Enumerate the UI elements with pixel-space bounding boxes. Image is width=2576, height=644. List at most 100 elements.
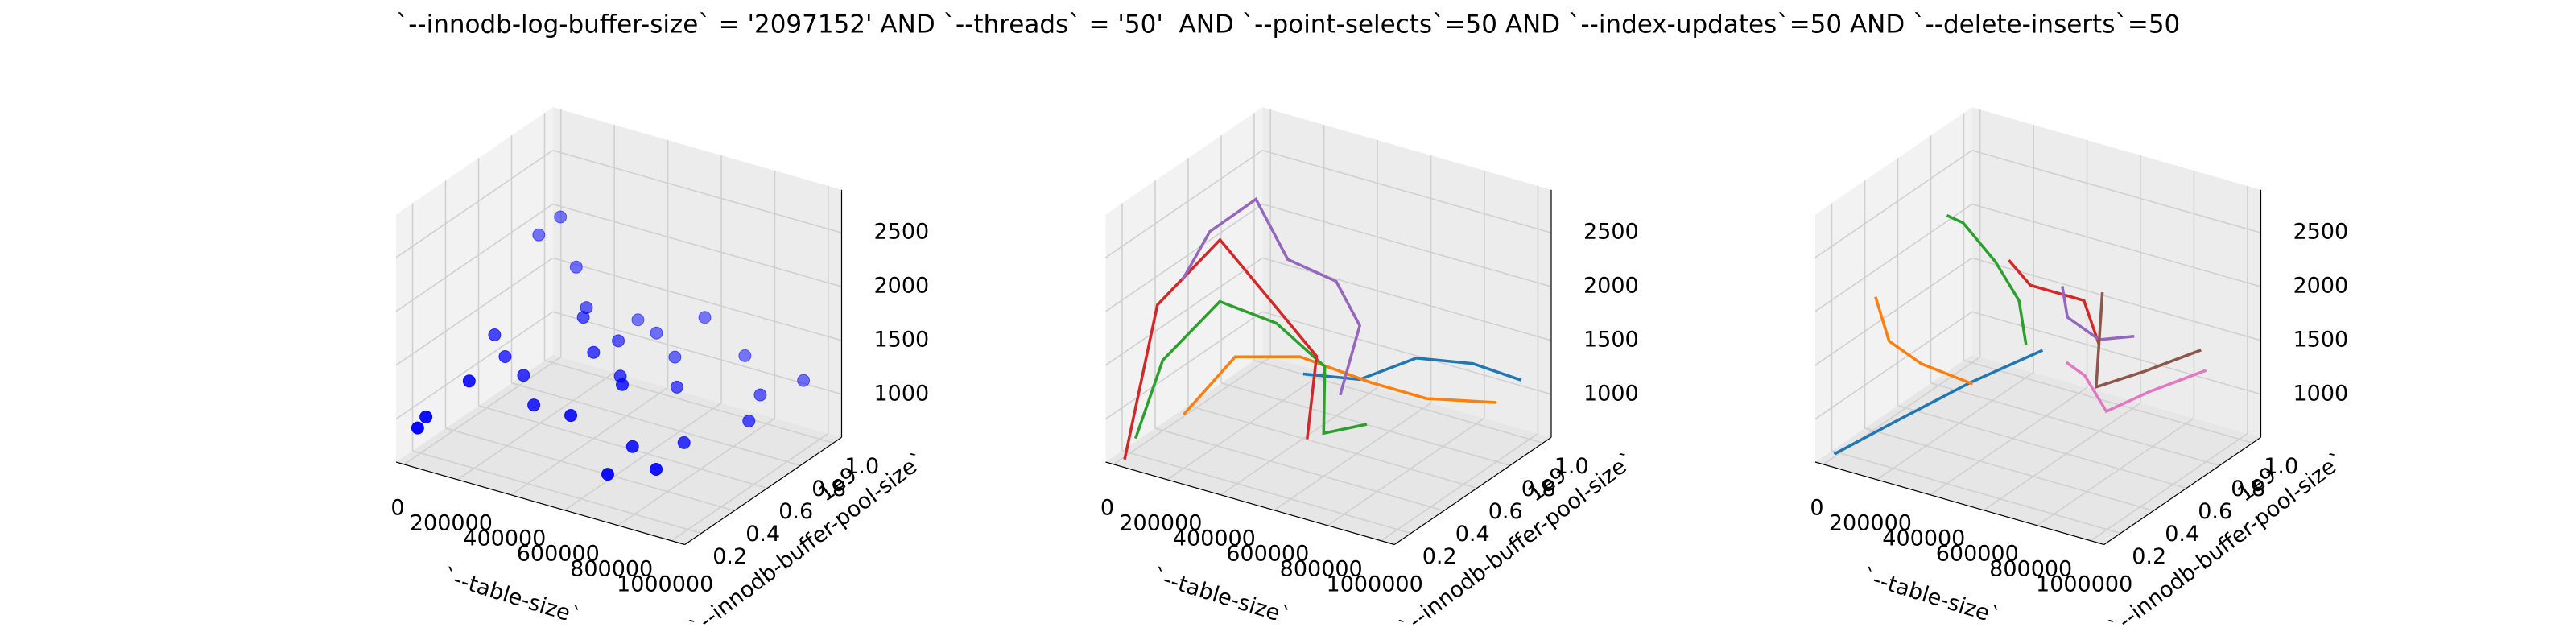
grid-line bbox=[2090, 432, 2248, 542]
pane bbox=[1815, 107, 1972, 462]
series-line bbox=[1874, 296, 1974, 386]
y-tick-label: 0.4 bbox=[2165, 522, 2199, 547]
grid-line bbox=[403, 356, 562, 465]
x-tick-label: 0 bbox=[1100, 495, 1114, 520]
point bbox=[738, 349, 752, 362]
y-tick-label: 0.6 bbox=[778, 499, 813, 524]
x-tick-label: 600000 bbox=[1226, 541, 1309, 566]
x-tick-label: 400000 bbox=[1882, 526, 1965, 551]
series-line bbox=[1123, 237, 1319, 460]
y-tick-label: 0.8 bbox=[811, 477, 846, 502]
pane bbox=[1262, 107, 1551, 438]
grid-line bbox=[395, 311, 554, 420]
grid-line bbox=[478, 405, 768, 489]
grid-line bbox=[1262, 203, 1552, 287]
series-line bbox=[2065, 361, 2207, 414]
point bbox=[631, 313, 645, 327]
x-axis-line bbox=[1814, 461, 2104, 546]
grid-line bbox=[1381, 432, 1538, 542]
grid-line bbox=[1971, 149, 2261, 233]
grid-line bbox=[1930, 382, 2220, 467]
pane bbox=[1105, 354, 1551, 545]
series-line bbox=[2061, 286, 2135, 341]
z-tick-label: 1500 bbox=[1583, 327, 1639, 352]
z-tick-label: 1000 bbox=[874, 381, 930, 406]
point bbox=[698, 311, 712, 324]
y-tick-label: 1.0 bbox=[1554, 454, 1589, 479]
x-tick-label: 200000 bbox=[1829, 510, 1912, 535]
grid-line bbox=[1187, 405, 1477, 489]
point bbox=[576, 311, 590, 324]
point bbox=[601, 468, 614, 481]
series-line bbox=[1833, 349, 2044, 456]
x-tick-label: 0 bbox=[1810, 495, 1823, 520]
point bbox=[753, 388, 767, 402]
point bbox=[488, 328, 502, 341]
z-tick-label: 2500 bbox=[2293, 220, 2349, 245]
grid-line bbox=[1121, 450, 1411, 535]
y-tick-label: 0.8 bbox=[1521, 477, 1556, 502]
y-tick-label: 0.6 bbox=[2198, 499, 2232, 524]
grid-line bbox=[1105, 150, 1263, 258]
grid-line bbox=[456, 371, 615, 481]
series-line bbox=[2008, 259, 2101, 346]
grid-line bbox=[1274, 402, 1431, 511]
grid-line bbox=[1814, 311, 1973, 420]
grid-line bbox=[1930, 386, 2088, 496]
point bbox=[616, 378, 630, 391]
grid-line bbox=[1113, 356, 1271, 465]
point bbox=[569, 260, 583, 274]
x-tick-label: 200000 bbox=[1119, 510, 1202, 535]
y-tick-label: 0.4 bbox=[745, 522, 780, 547]
grid-line bbox=[511, 382, 801, 467]
grid-line bbox=[395, 257, 554, 366]
x-axis-label: `--table-size` bbox=[1860, 564, 2003, 629]
y-tick-label: 0.8 bbox=[2231, 477, 2265, 502]
series-line bbox=[1183, 355, 1497, 416]
grid-line bbox=[510, 386, 669, 496]
grid-line bbox=[412, 450, 702, 535]
point bbox=[411, 421, 424, 435]
point bbox=[677, 436, 691, 449]
grid-line bbox=[395, 203, 554, 312]
y-tick-label: 0.6 bbox=[1488, 499, 1523, 524]
z-tick-label: 2000 bbox=[874, 274, 930, 299]
z-tick-label: 2000 bbox=[1583, 274, 1639, 299]
point bbox=[498, 350, 512, 364]
grid-line bbox=[2037, 417, 2194, 526]
grid-line bbox=[1897, 405, 2187, 489]
x-axis-label: `--table-size` bbox=[1150, 564, 1293, 629]
x-tick-label: 1000000 bbox=[617, 572, 713, 597]
y-tick-label: 0.2 bbox=[1422, 544, 1457, 569]
grid-line bbox=[1876, 371, 2034, 481]
grid-line bbox=[1253, 359, 1543, 444]
pane bbox=[1105, 107, 1263, 462]
z-tick-label: 1000 bbox=[1583, 381, 1639, 406]
x-tick-label: 0 bbox=[390, 495, 404, 520]
x-tick-label: 200000 bbox=[410, 510, 493, 535]
x-axis-line bbox=[1105, 461, 1395, 546]
grid-line bbox=[552, 203, 842, 287]
x-tick-label: 800000 bbox=[570, 556, 653, 581]
grid-line bbox=[552, 149, 842, 233]
grid-line bbox=[1963, 359, 2253, 444]
point bbox=[668, 350, 682, 364]
pane bbox=[396, 107, 553, 462]
grid-line bbox=[1262, 149, 1552, 233]
z-tick-label: 2500 bbox=[1583, 220, 1639, 245]
x-tick-label: 600000 bbox=[1936, 541, 2019, 566]
grid-line bbox=[1262, 311, 1552, 395]
x-tick-label: 800000 bbox=[1280, 556, 1363, 581]
y-axis-line bbox=[2103, 436, 2261, 545]
x-axis-line bbox=[395, 461, 685, 546]
point bbox=[462, 374, 476, 388]
grid-line bbox=[617, 417, 775, 526]
grid-line bbox=[1220, 386, 1378, 496]
grid-line bbox=[544, 359, 834, 444]
grid-line bbox=[1105, 311, 1263, 420]
figure-title: `--innodb-log-buffer-size` = '2097152' A… bbox=[396, 10, 2181, 39]
pane bbox=[1815, 354, 2261, 545]
grid-line bbox=[1262, 257, 1552, 341]
grid-line bbox=[1105, 203, 1263, 312]
y-tick-label: 0.2 bbox=[712, 544, 747, 569]
